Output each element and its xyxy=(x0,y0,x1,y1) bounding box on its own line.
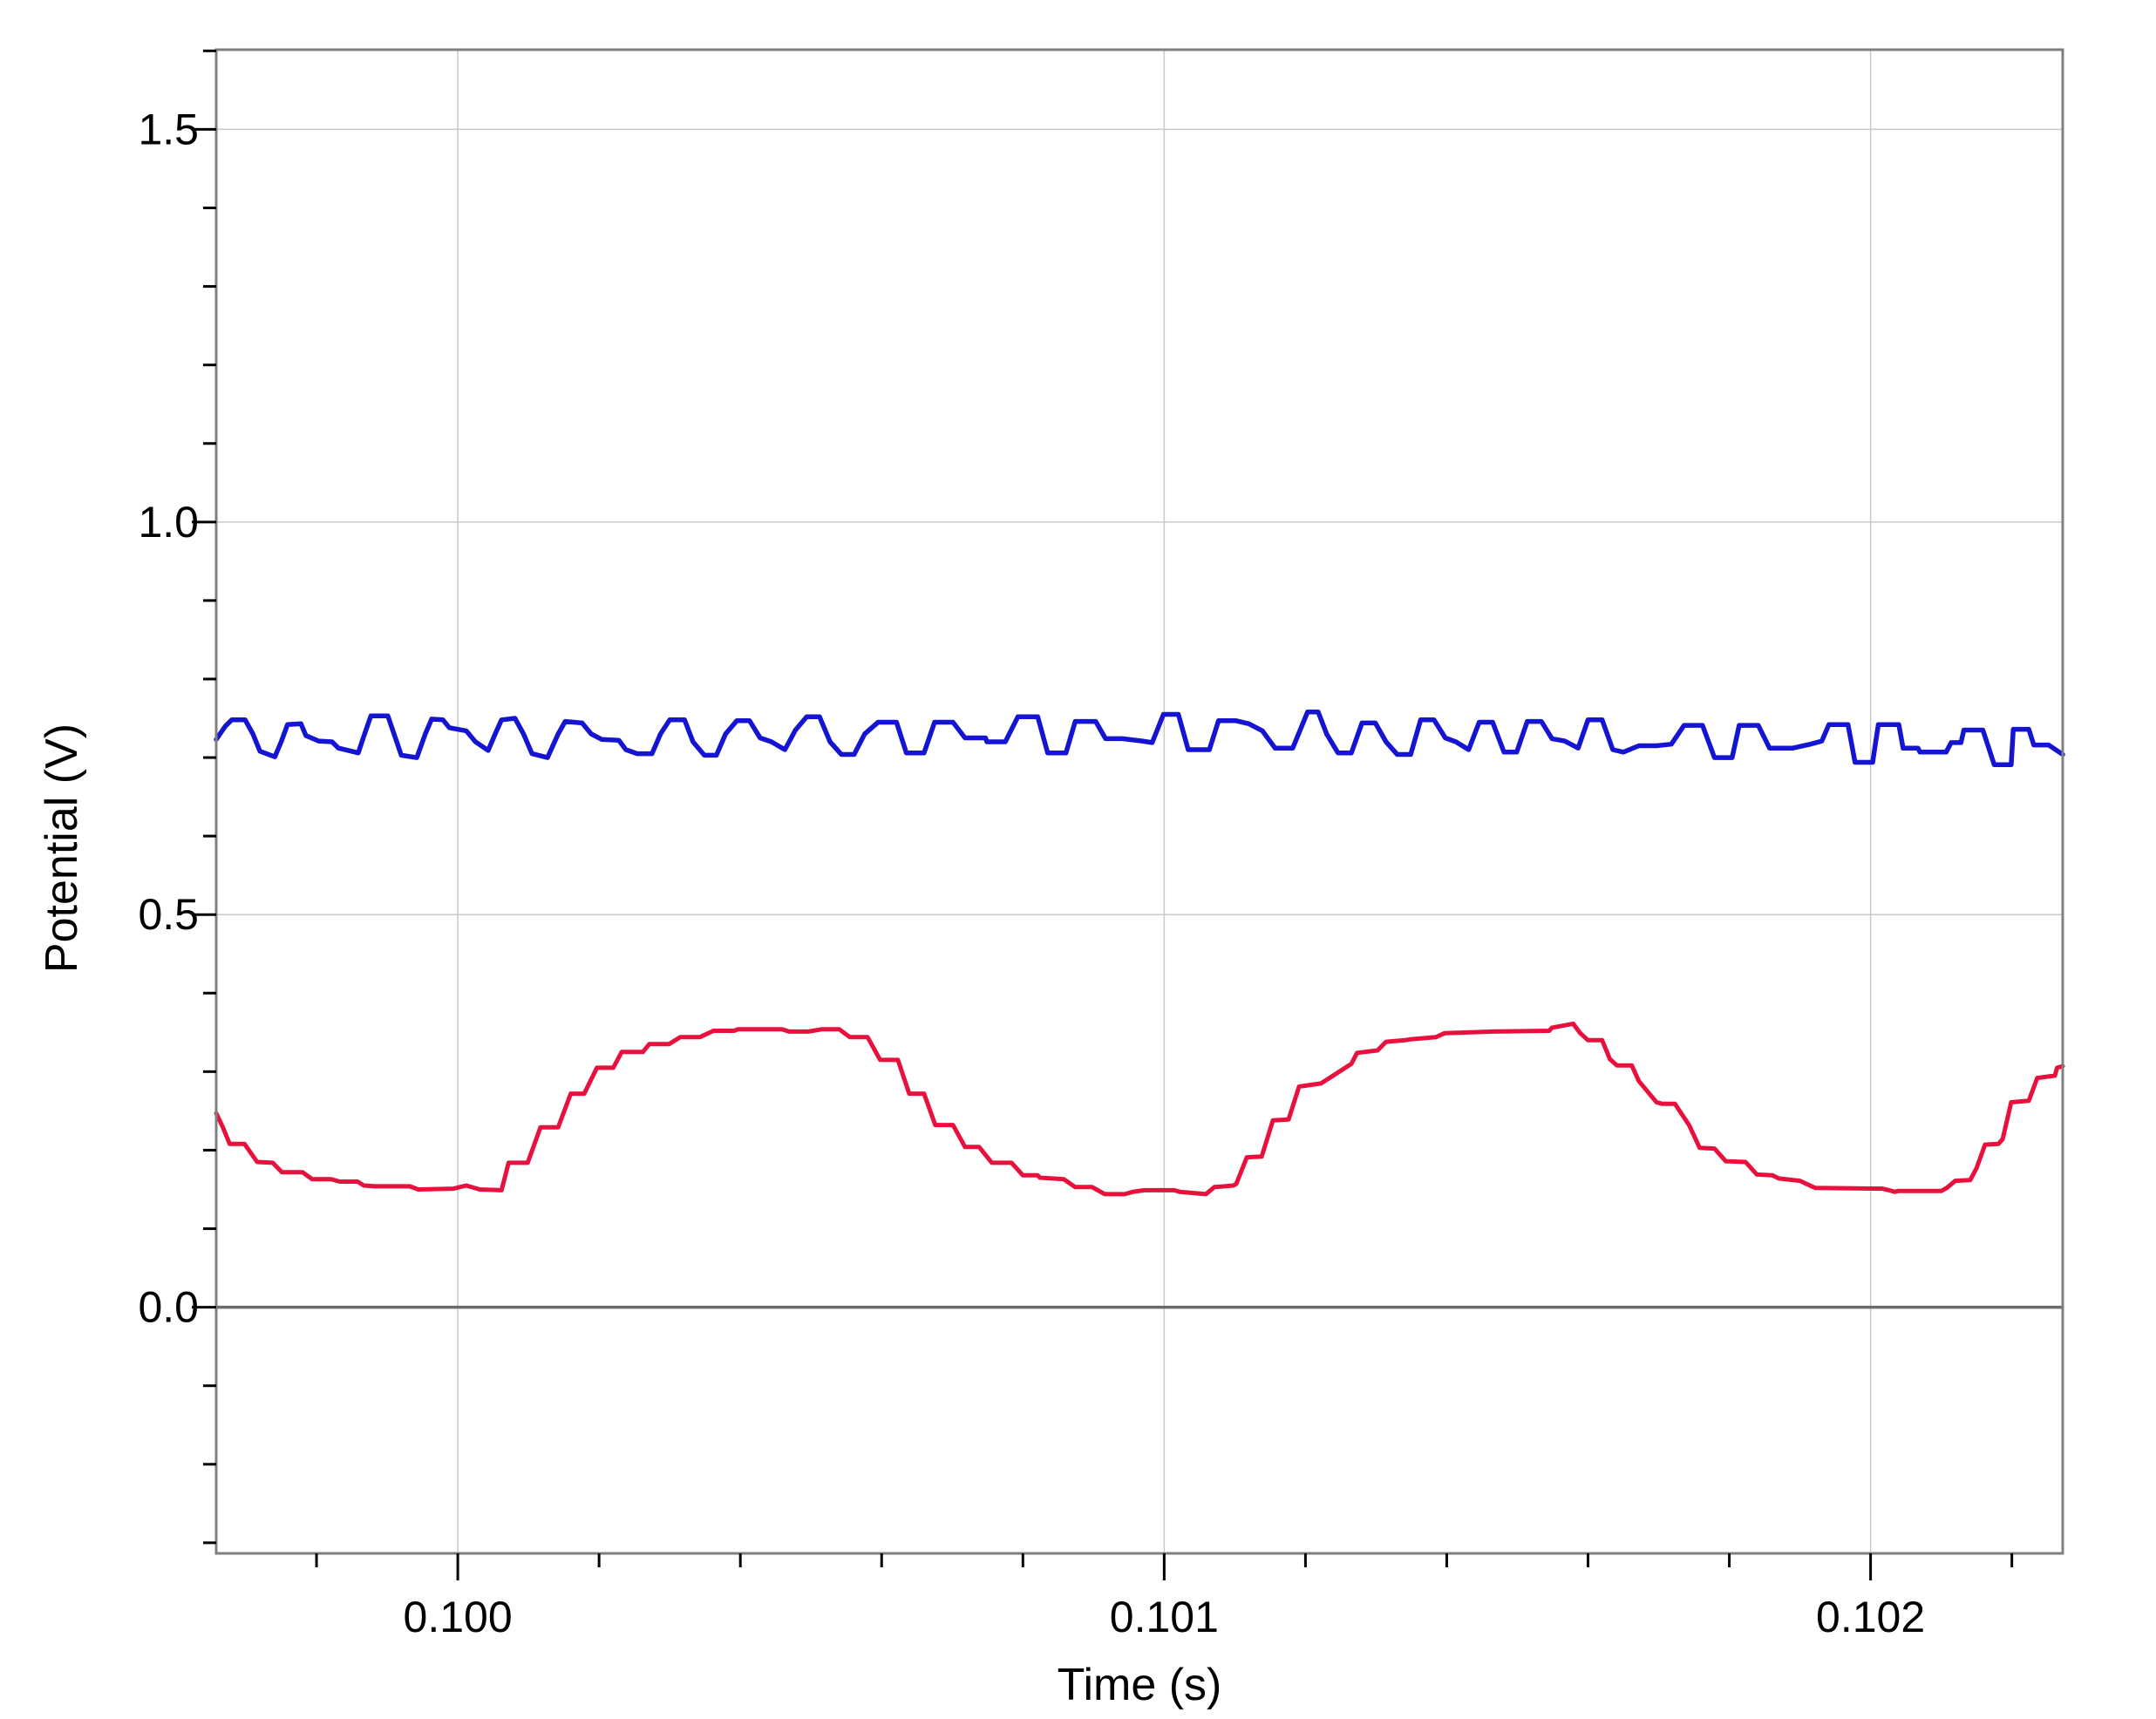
x-tick-label: 0.100 xyxy=(404,1593,513,1641)
series-line-potential-blue xyxy=(214,710,2065,767)
plot-frame xyxy=(214,48,2064,1555)
x-tick-label: 0.102 xyxy=(1816,1593,1925,1641)
y-axis-title: Potential (V) xyxy=(37,724,87,973)
y-tick-label: 1.5 xyxy=(138,105,199,153)
y-tick-label: 0.5 xyxy=(138,890,199,939)
y-tick-label: 0.0 xyxy=(138,1283,199,1332)
y-tick-label: 1.0 xyxy=(138,498,199,547)
plot-area xyxy=(216,50,2063,1553)
series-line-potential-red xyxy=(214,1021,2065,1197)
x-axis-title: Time (s) xyxy=(1058,1660,1222,1710)
x-tick-label: 0.101 xyxy=(1110,1593,1219,1641)
